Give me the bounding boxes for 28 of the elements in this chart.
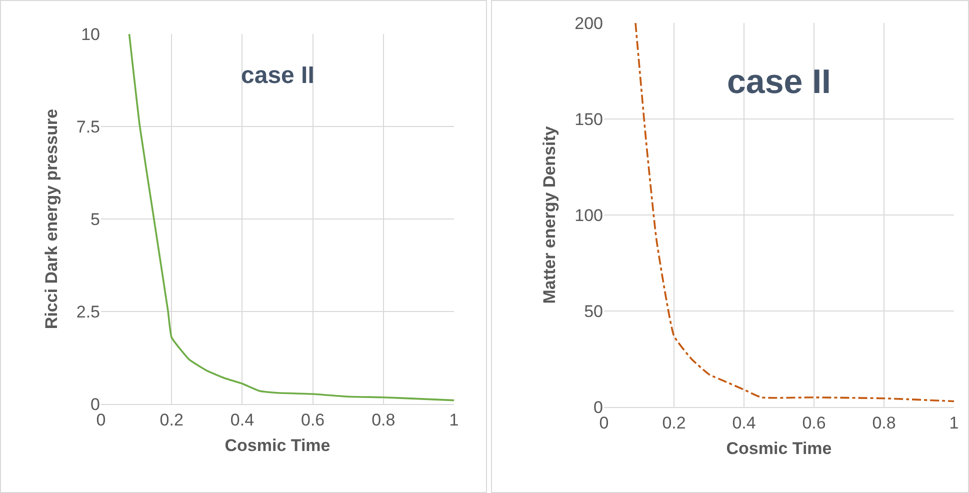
y-tick-label: 200 [574,14,603,33]
x-tick-label: 0.8 [872,413,896,432]
x-tick-label: 0.2 [160,410,184,430]
x-tick-label: 0.6 [802,413,826,432]
y-tick-label: 7.5 [76,117,100,136]
x-tick-label: 1 [949,413,959,432]
y-tick-label: 100 [574,206,603,225]
y-tick-label: 0 [594,398,603,417]
y-tick-label: 150 [574,110,603,129]
x-tick-label: 1 [449,410,459,430]
x-tick-label: 0.4 [732,413,756,432]
y-tick-label: 50 [584,302,603,321]
y-tick-label: 5 [90,210,100,229]
x-tick-label: 0.6 [300,410,325,430]
y-axis-title: Ricci Dark energy pressure [42,108,61,330]
x-tick-label: 0.4 [230,410,254,430]
line-series [128,34,454,402]
x-tick-label: 0.2 [662,413,686,432]
x-axis-title: Cosmic Time [224,436,330,455]
x-tick-label: 0.8 [372,410,396,430]
x-axis-title: Cosmic Time [726,438,832,458]
y-tick-label: 10 [81,24,100,44]
y-tick-label: 0 [90,394,100,414]
y-axis-title: Matter energy Density [540,126,560,304]
line-series [634,23,954,402]
y-tick-label: 2.5 [76,302,100,322]
text: case II [241,62,314,89]
text: case II [727,63,831,101]
